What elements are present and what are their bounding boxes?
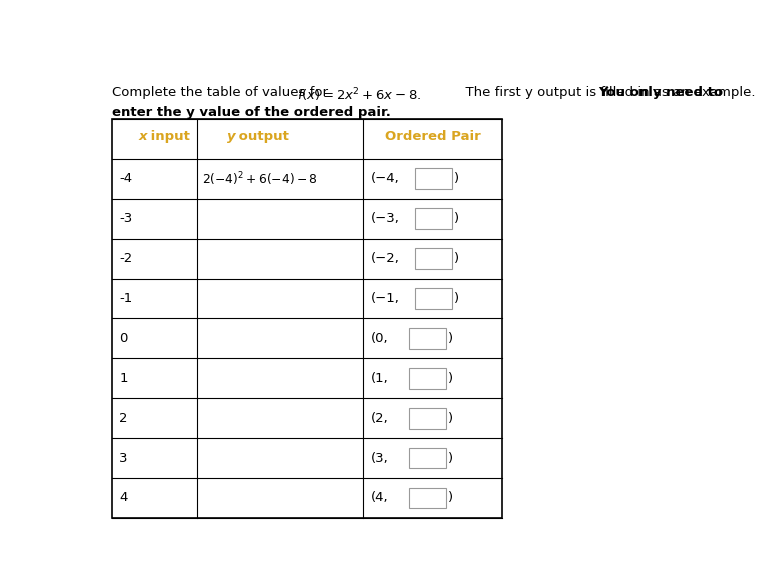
Text: (3,: (3, (371, 452, 388, 465)
Text: -1: -1 (120, 292, 132, 305)
Text: -3: -3 (120, 212, 132, 225)
Text: (−4,: (−4, (371, 172, 400, 185)
FancyBboxPatch shape (415, 288, 452, 309)
Text: -2: -2 (120, 252, 132, 265)
Text: ): ) (448, 452, 453, 465)
Text: ): ) (448, 492, 453, 505)
Text: (0,: (0, (371, 332, 388, 345)
Text: 4: 4 (120, 492, 128, 505)
Text: 1: 1 (120, 372, 128, 385)
Text: ): ) (454, 292, 459, 305)
Text: x: x (139, 131, 147, 143)
Text: enter the y value of the ordered pair.: enter the y value of the ordered pair. (112, 106, 391, 119)
Text: Complete the table of values for: Complete the table of values for (112, 86, 332, 99)
Text: -4: -4 (120, 172, 132, 185)
Text: $2(-4)^2+6(-4)-8$: $2(-4)^2+6(-4)-8$ (202, 170, 318, 188)
FancyBboxPatch shape (409, 447, 446, 469)
Text: ): ) (448, 412, 453, 425)
Text: $f(x) = 2x^2 + 6x - 8$.: $f(x) = 2x^2 + 6x - 8$. (297, 86, 421, 104)
FancyBboxPatch shape (409, 368, 446, 389)
Text: (−3,: (−3, (371, 212, 400, 225)
Text: 0: 0 (120, 332, 128, 345)
Text: ): ) (448, 332, 453, 345)
Text: (−1,: (−1, (371, 292, 400, 305)
FancyBboxPatch shape (415, 248, 452, 269)
Text: input: input (145, 131, 194, 143)
Text: ): ) (454, 252, 459, 265)
Text: (1,: (1, (371, 372, 388, 385)
FancyBboxPatch shape (409, 487, 446, 508)
Text: (2,: (2, (371, 412, 388, 425)
Text: ): ) (448, 372, 453, 385)
FancyBboxPatch shape (409, 408, 446, 429)
FancyBboxPatch shape (409, 328, 446, 349)
Text: ): ) (454, 172, 459, 185)
Text: (−2,: (−2, (371, 252, 400, 265)
Text: The first y output is filled in as an example.: The first y output is filled in as an ex… (457, 86, 757, 99)
Text: 3: 3 (120, 452, 128, 465)
Text: You only need to: You only need to (598, 86, 723, 99)
FancyBboxPatch shape (415, 208, 452, 229)
Text: output: output (234, 131, 288, 143)
Text: 2: 2 (120, 412, 128, 425)
Bar (112, 119, 503, 518)
Text: Ordered Pair: Ordered Pair (385, 131, 481, 143)
FancyBboxPatch shape (415, 169, 452, 189)
Text: (4,: (4, (371, 492, 388, 505)
Text: ): ) (454, 212, 459, 225)
Text: y: y (226, 131, 235, 143)
